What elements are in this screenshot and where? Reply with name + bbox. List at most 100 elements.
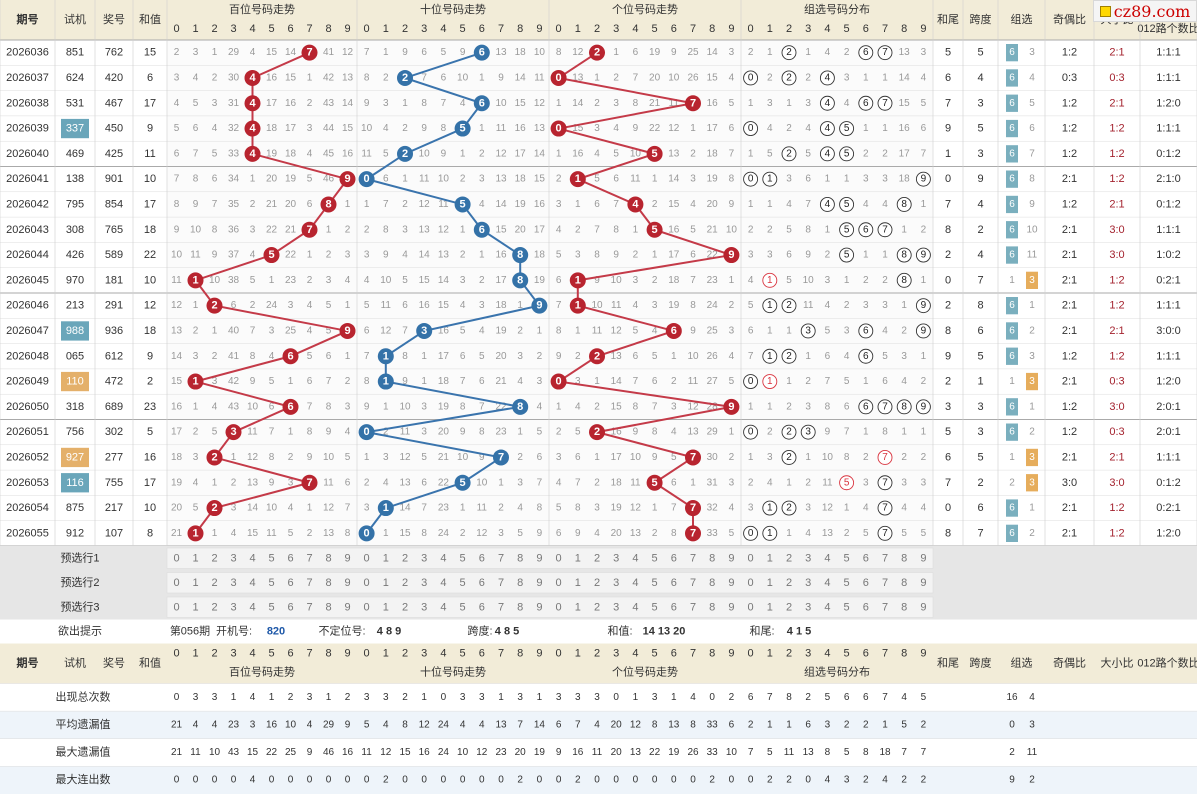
miss-value: 4 — [479, 199, 485, 210]
miss-value: 8 — [269, 452, 275, 463]
zu-miss: 3 — [863, 174, 869, 185]
zu-value: 7 — [882, 503, 888, 514]
presel-label: 预选行1 — [60, 552, 99, 565]
ball-b — [244, 69, 261, 86]
ball-b — [320, 196, 337, 213]
hint-bg — [0, 619, 1197, 644]
miss-value: 13 — [399, 477, 411, 488]
stats-value: 2 — [921, 719, 927, 730]
miss-value: 20 — [515, 224, 527, 235]
ball-s — [493, 449, 509, 466]
miss-value: 14 — [247, 503, 259, 514]
zu-value: 5 — [844, 250, 850, 261]
miss-value: 12 — [668, 123, 680, 134]
zu-miss: 1 — [786, 528, 792, 539]
ball-s — [454, 474, 471, 491]
stats-value: 2 — [767, 775, 773, 786]
zu-miss: 4 — [748, 275, 754, 286]
bottom-header-z: 组选号码分布 — [804, 665, 870, 679]
zu-miss: 2 — [767, 224, 773, 235]
ball-label: 6 — [479, 224, 485, 236]
header-g: 个位号码走势 — [612, 2, 678, 16]
miss-value: 25 — [687, 47, 699, 58]
row-span: 2 — [977, 224, 983, 236]
zu-miss: 1 — [921, 275, 927, 286]
miss-value: 2 — [345, 376, 351, 387]
zu-value: 2 — [786, 427, 792, 438]
miss-value: 2 — [364, 224, 370, 235]
zu-value: 6 — [863, 401, 869, 412]
miss-value: 19 — [266, 148, 278, 159]
row-road: 1:1:1 — [1156, 451, 1180, 463]
miss-value: 6 — [231, 300, 237, 311]
presel-area — [166, 596, 934, 618]
row-sum: 10 — [144, 502, 156, 514]
row-issue: 2026044 — [6, 249, 49, 261]
miss-value: 9 — [633, 427, 639, 438]
miss-value: 7 — [421, 72, 427, 83]
ball-label: 7 — [690, 97, 696, 109]
stats-value: 13 — [803, 747, 815, 758]
row-issue: 2026041 — [6, 173, 49, 185]
miss-value: 16 — [171, 401, 183, 412]
zu-value: 9 — [921, 300, 927, 311]
zu-circle — [915, 399, 931, 415]
row-sum: 15 — [144, 47, 156, 59]
miss-value: 4 — [556, 224, 562, 235]
zu-miss: 3 — [882, 300, 888, 311]
site-watermark[interactable]: cz89.com — [1093, 0, 1197, 22]
ball-s — [397, 69, 413, 86]
miss-value: 3 — [575, 376, 581, 387]
hint-sum: 和值: — [607, 625, 632, 638]
ball-label: 8 — [517, 401, 523, 413]
row-span: 3 — [977, 97, 983, 109]
bottom-header-digit: 5 — [460, 648, 466, 660]
bottom-header-digit: 4 — [824, 648, 830, 660]
miss-value: 3 — [479, 300, 485, 311]
stats-value: 0 — [441, 692, 447, 703]
group-right: 11 — [1027, 250, 1038, 261]
zu-miss: 4 — [921, 503, 927, 514]
presel-digit: 0 — [173, 602, 179, 614]
zu-miss: 1 — [844, 503, 850, 514]
stats-value: 2 — [901, 775, 907, 786]
bottom-header-bg — [0, 643, 1197, 684]
zu-miss: 4 — [786, 199, 792, 210]
miss-value: 9 — [383, 250, 389, 261]
stats-value: 2 — [288, 692, 294, 703]
bottom-header-digit: 5 — [268, 648, 274, 660]
ball-s — [531, 297, 548, 314]
stats-value: 16 — [572, 747, 584, 758]
zu-circle — [781, 450, 797, 465]
ball-s — [397, 145, 413, 162]
row-issue: 2026047 — [6, 325, 49, 337]
miss-value: 1 — [594, 72, 600, 83]
stats-value: 1 — [882, 719, 888, 730]
zu-circle — [819, 146, 835, 162]
stats-value: 1 — [326, 692, 332, 703]
miss-value: 2 — [537, 351, 543, 362]
header-digit: 5 — [844, 23, 850, 35]
zu-miss: 3 — [767, 250, 773, 261]
zu-miss: 2 — [901, 325, 907, 336]
header-digit: 6 — [479, 23, 485, 35]
stats-value: 3 — [460, 692, 466, 703]
ball-g — [589, 348, 605, 365]
group-right: 2 — [1029, 427, 1035, 438]
zu-circle — [762, 500, 778, 516]
ball-b — [244, 145, 261, 162]
ball-s — [377, 373, 394, 390]
group-hl — [1006, 322, 1018, 340]
stats-value: 11 — [784, 747, 795, 758]
miss-value: 4 — [212, 123, 218, 134]
miss-value: 11 — [361, 148, 372, 159]
row-odd: 2:1 — [1062, 502, 1077, 514]
bottom-header-digit: 4 — [632, 648, 638, 660]
miss-value: 15 — [515, 98, 527, 109]
presel-digit: 2 — [594, 577, 600, 589]
presel-digit: 3 — [421, 577, 427, 589]
zu-miss: 4 — [825, 47, 831, 58]
row-prize: 936 — [105, 325, 123, 337]
bottom-header-digit: 5 — [652, 648, 658, 660]
zu-value: 7 — [882, 47, 888, 58]
